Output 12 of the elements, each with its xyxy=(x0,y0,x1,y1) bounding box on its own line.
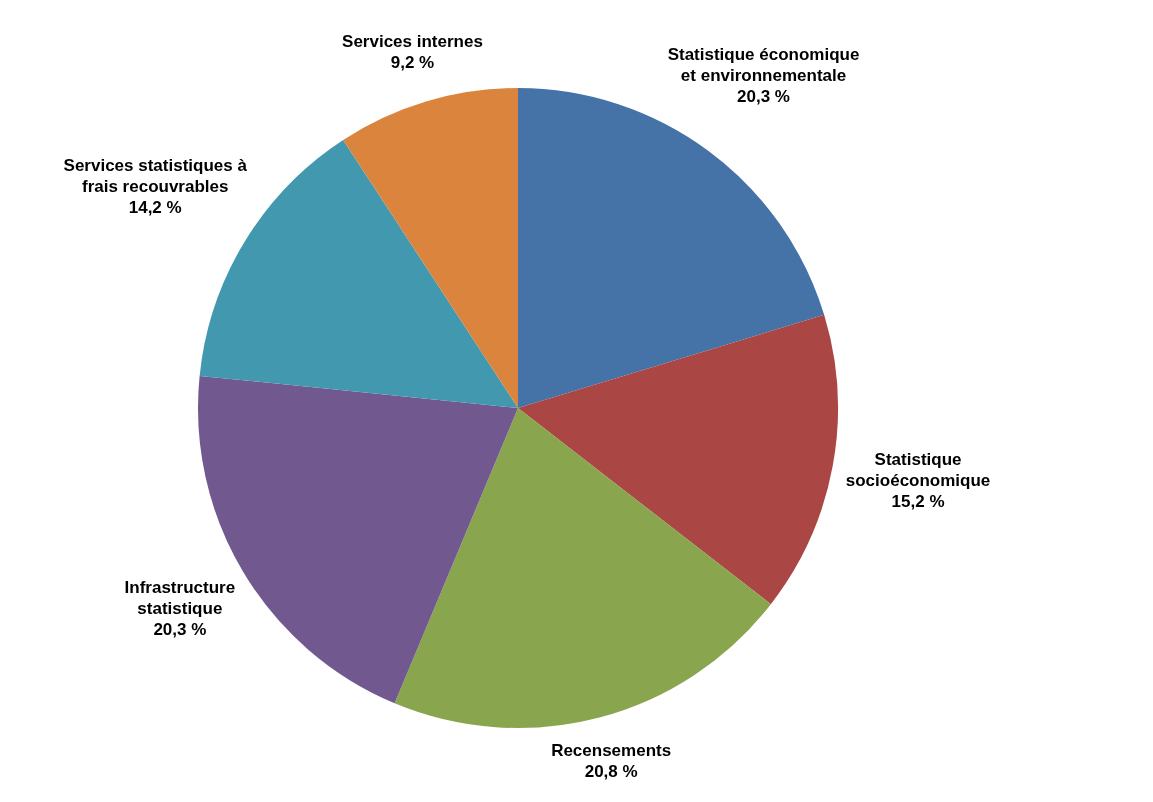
data-label: 9,2 % xyxy=(390,53,435,73)
data-label: 20,8 % xyxy=(584,761,638,781)
data-label: 20,3 % xyxy=(153,620,207,640)
slice-label: Statistique économique et environnementale xyxy=(667,45,860,86)
data-label: 20,3 % xyxy=(737,87,790,107)
slice-label: Services internes xyxy=(342,32,483,52)
data-label: 15,2 % xyxy=(891,492,945,512)
slice-label: Services statistiques à frais recouvrables xyxy=(63,155,248,196)
slice-label: Recensements xyxy=(551,740,672,760)
data-label: 14,2 % xyxy=(128,197,182,217)
slice-label: Infrastructure statistique xyxy=(124,578,236,619)
slice-label: Statistique socioéconomique xyxy=(845,450,991,491)
